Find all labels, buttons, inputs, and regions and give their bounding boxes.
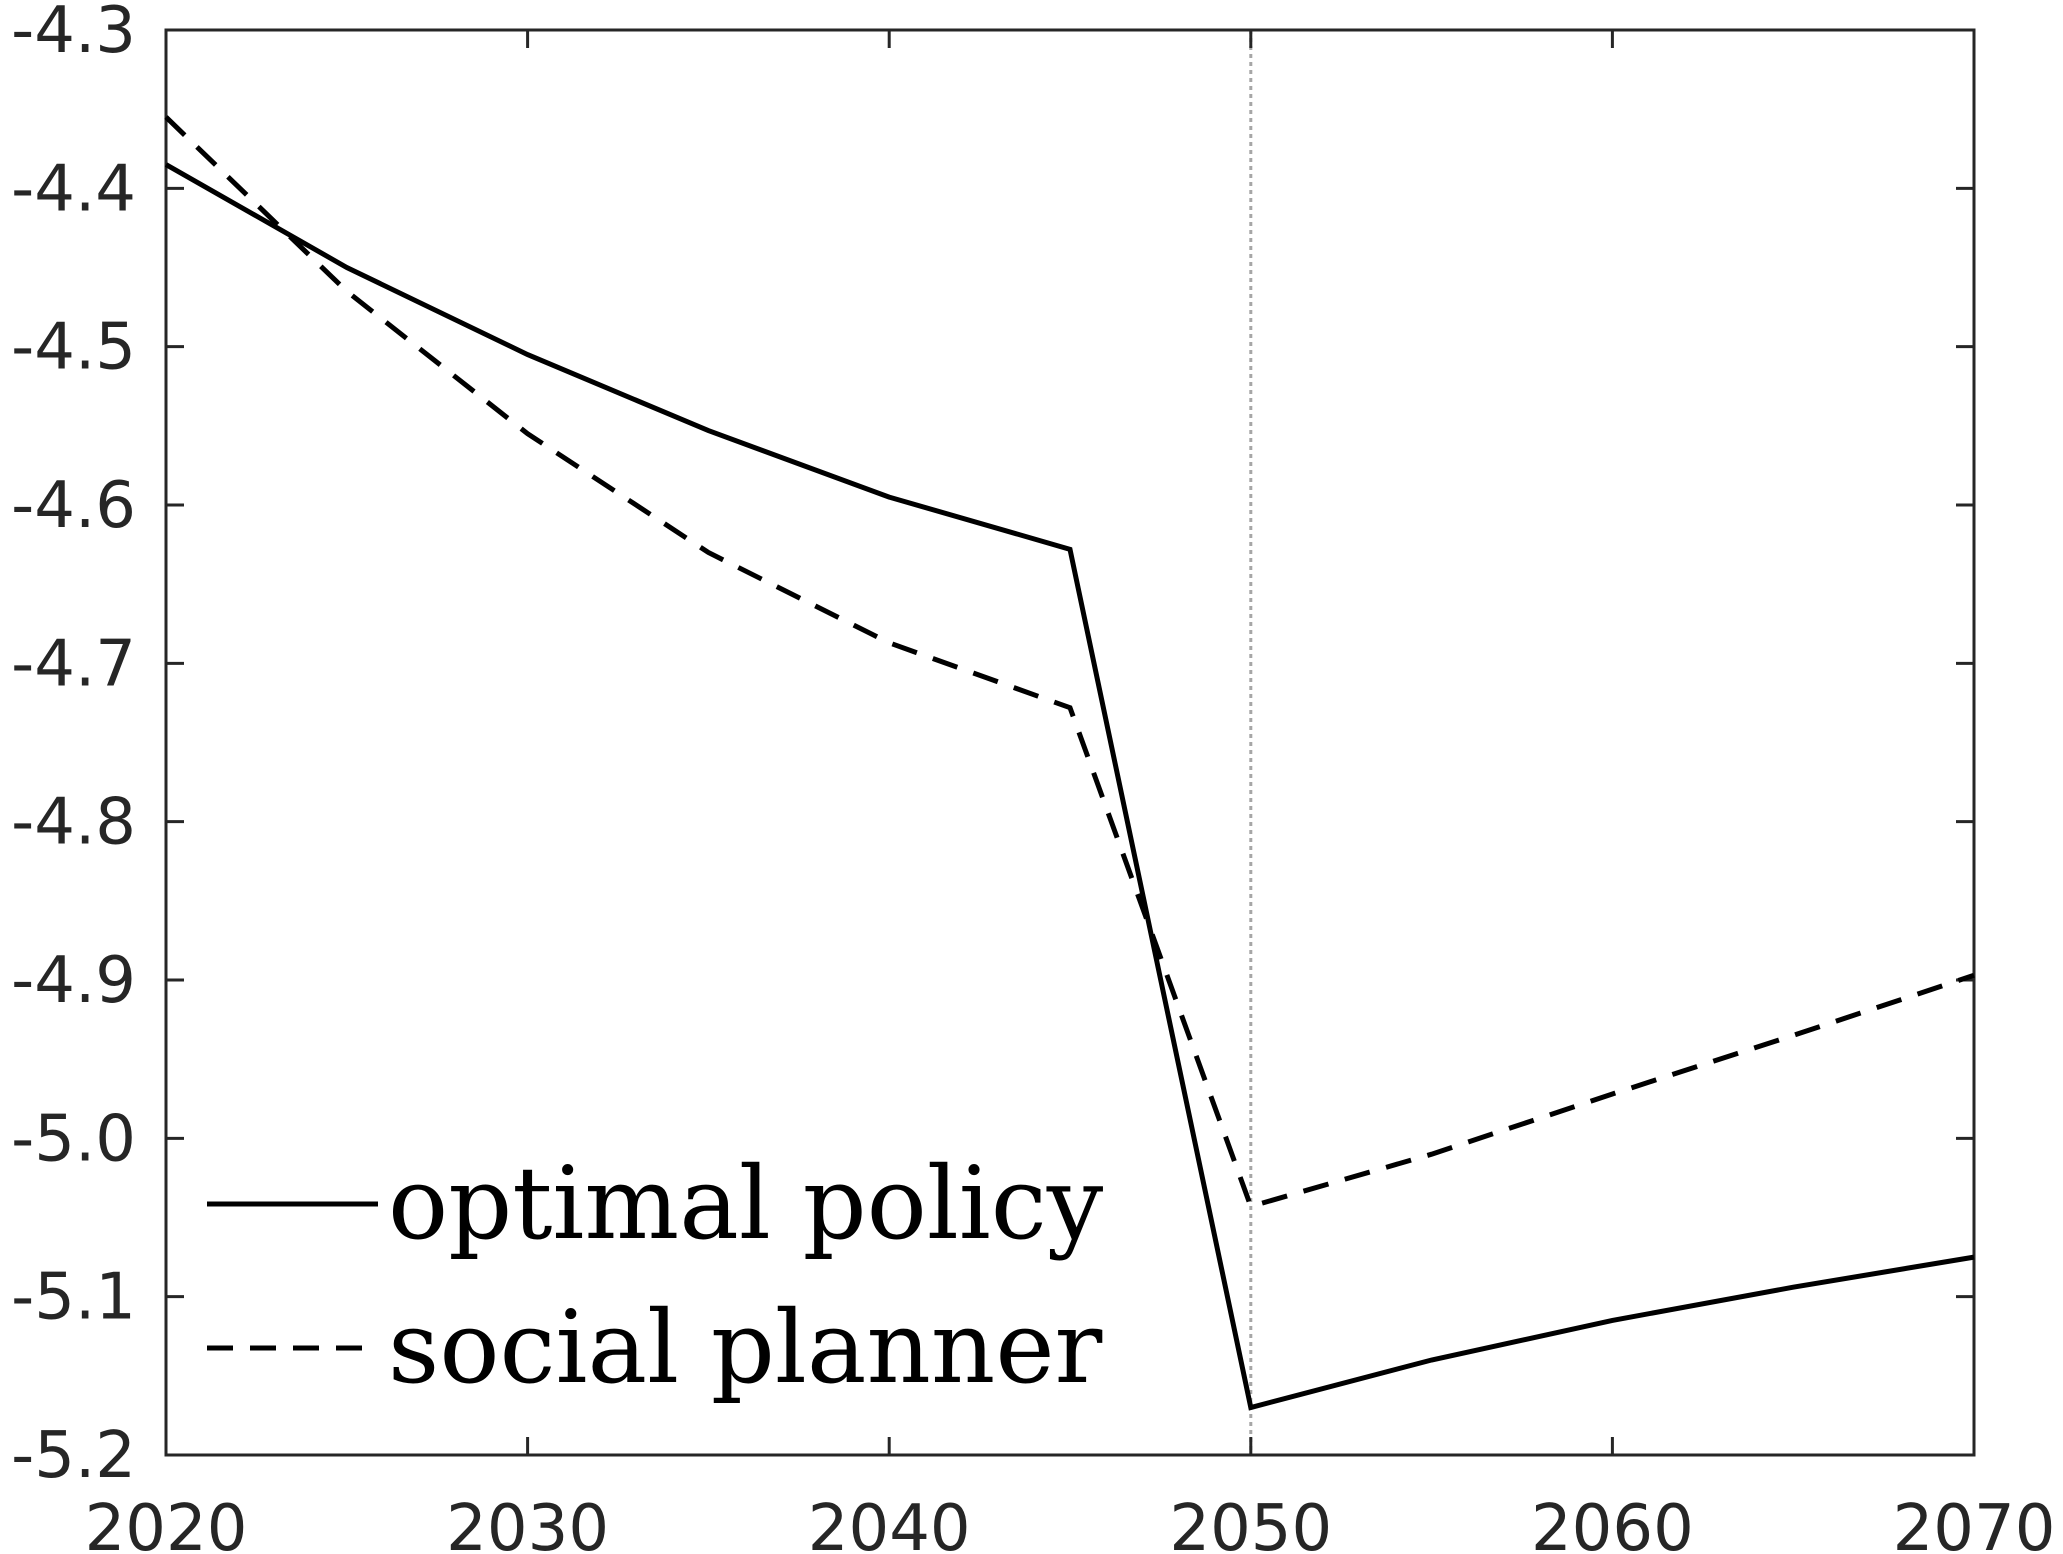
y-tick-label: -4.7 — [11, 627, 136, 701]
y-tick-label: -4.9 — [11, 944, 136, 1018]
x-tick-label: 2050 — [1169, 1492, 1332, 1554]
legend-label-optimal-policy: optimal policy — [388, 1145, 1104, 1262]
x-tick-label: 2060 — [1531, 1492, 1694, 1554]
y-tick-label: -4.3 — [11, 0, 136, 68]
legend: optimal policy social planner — [207, 1145, 1104, 1406]
series-lines — [164, 115, 1975, 1411]
y-tick-label: -5.1 — [11, 1261, 136, 1335]
x-tick-label: 2070 — [1893, 1492, 2056, 1554]
y-tick-label: -4.5 — [11, 311, 136, 385]
axis-ticks: 2020 2030 2040 2050 2060 2070 -4.3 -4.4 -4.5 -4.6… — [11, 0, 2055, 1554]
x-tick-label: 2030 — [446, 1492, 609, 1554]
plot-frame — [164, 28, 1976, 1457]
y-tick-label: -4.6 — [11, 469, 136, 543]
y-tick-label: -4.8 — [11, 786, 136, 860]
series-line-social-planner — [164, 115, 1975, 1210]
series-line-optimal-policy — [164, 162, 1975, 1411]
legend-label-social-planner: social planner — [388, 1289, 1103, 1406]
y-tick-label: -5.2 — [11, 1419, 136, 1493]
x-tick-label: 2020 — [85, 1492, 248, 1554]
x-tick-label: 2040 — [808, 1492, 971, 1554]
y-tick-label: -4.4 — [11, 152, 136, 226]
plot-area — [164, 28, 1976, 1457]
y-tick-label: -5.0 — [11, 1102, 136, 1176]
